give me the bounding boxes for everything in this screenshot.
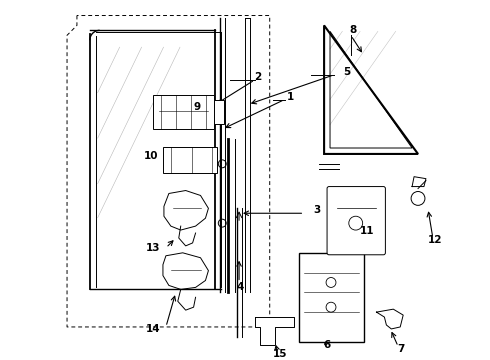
Text: 8: 8 bbox=[349, 25, 356, 35]
Text: 3: 3 bbox=[314, 205, 321, 215]
Circle shape bbox=[219, 160, 226, 168]
FancyBboxPatch shape bbox=[327, 186, 386, 255]
FancyBboxPatch shape bbox=[214, 100, 224, 124]
FancyBboxPatch shape bbox=[153, 95, 214, 129]
Text: 7: 7 bbox=[397, 344, 405, 354]
Polygon shape bbox=[255, 317, 294, 345]
FancyBboxPatch shape bbox=[163, 147, 218, 173]
Text: 4: 4 bbox=[236, 282, 244, 292]
Text: 10: 10 bbox=[144, 151, 158, 161]
Text: 13: 13 bbox=[146, 243, 160, 253]
Circle shape bbox=[326, 278, 336, 287]
Polygon shape bbox=[412, 177, 426, 186]
Circle shape bbox=[326, 302, 336, 312]
Text: 14: 14 bbox=[146, 324, 160, 334]
Circle shape bbox=[349, 216, 363, 230]
Circle shape bbox=[411, 192, 425, 205]
Text: 9: 9 bbox=[194, 103, 201, 112]
FancyBboxPatch shape bbox=[299, 253, 364, 342]
Text: 1: 1 bbox=[287, 91, 294, 102]
Text: 12: 12 bbox=[428, 235, 442, 245]
Text: 5: 5 bbox=[343, 67, 350, 77]
Text: 15: 15 bbox=[272, 348, 287, 359]
Text: 11: 11 bbox=[359, 226, 374, 236]
Text: 6: 6 bbox=[323, 340, 331, 350]
Polygon shape bbox=[376, 309, 403, 329]
Circle shape bbox=[219, 219, 226, 227]
Text: 2: 2 bbox=[254, 72, 262, 82]
